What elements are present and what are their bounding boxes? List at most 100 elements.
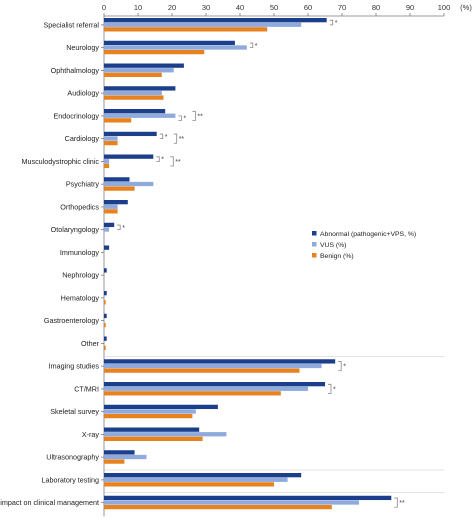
significance-mark: ** [197,113,203,120]
category-label: Laboratory testing [41,475,99,484]
bar-abnormal [104,200,128,205]
category-label: Skeletal survey [50,407,99,416]
bar-vus [104,136,118,141]
bar-abnormal [104,427,200,432]
category-label: Specialist referral [43,20,99,29]
x-tick-label: 30 [202,3,210,12]
bar-benign [104,436,203,441]
bar-abnormal [104,404,218,410]
legend-label: Benign (%) [320,253,354,260]
category-label: Immunology [60,248,100,257]
bar-abnormal [104,222,115,228]
bar-vus [104,454,147,460]
significance-mark: * [165,134,168,141]
significance-mark: ** [175,159,181,166]
bar-vus [104,181,154,187]
category-label: Other [81,339,100,348]
significance-bracket [328,383,332,394]
significance-bracket [117,224,121,231]
significance-bracket [394,497,398,508]
bar-benign [104,391,281,396]
bar-vus [104,432,227,437]
bar-benign [104,163,110,168]
significance-bracket [329,19,334,26]
legend-label: VUS (%) [320,242,346,249]
category-label: CT/MRI [74,384,99,393]
bar-vus [104,227,110,232]
bar-vus [104,409,196,414]
bar-benign [104,482,274,487]
x-tick-label: 100 [438,3,451,12]
significance-mark: * [335,20,338,27]
bar-abnormal [104,313,107,319]
legend-label: Abnormal (pathogenic+VPS, %) [320,231,416,238]
bar-vus [104,204,118,209]
category-label: Hematology [61,293,100,302]
significance-mark: * [122,225,125,232]
bar-abnormal [104,86,176,91]
significance-bracket [249,42,254,49]
bars-layer [104,18,392,510]
category-label: Audiology [67,89,99,98]
x-tick-label: 50 [270,3,278,12]
significance-mark: ** [179,136,185,143]
bar-abnormal [104,40,235,46]
bar-benign [104,27,268,32]
category-label: Gastroenterology [44,316,100,325]
bar-benign [104,413,193,419]
significance-bracket [178,115,182,121]
x-tick-label: 60 [304,3,312,12]
bar-benign [104,72,162,77]
bar-abnormal [104,268,107,273]
x-tick-label: 70 [338,3,346,12]
bar-abnormal [104,245,110,250]
category-label: Cardiology [65,134,100,143]
bar-vus [104,386,308,391]
category-label: Ultrasonography [46,453,99,462]
bar-benign [104,140,118,146]
bar-abnormal [104,382,325,387]
bar-abnormal [104,336,107,341]
significance-mark: * [183,116,186,123]
legend-swatch [312,242,317,247]
category-label: Imaging studies [49,362,100,371]
bar-abnormal [104,154,154,159]
significance-bracket [173,133,178,144]
significance-mark: * [333,386,336,393]
x-tick-label: 10 [134,3,142,12]
legend-swatch [312,253,317,258]
category-label: Endocrinology [53,111,99,120]
x-tick-label: 20 [168,3,176,12]
significance-mark: ** [399,500,405,507]
category-label: Orthopedics [60,202,99,211]
bar-benign [104,322,106,328]
legend: Abnormal (pathogenic+VPS, %) VUS (%) Benig… [312,231,416,260]
bar-vus [104,113,176,118]
significance-bracket [156,156,160,162]
category-label: Overall impact on clinical management [0,498,99,507]
category-label: X-ray [82,430,100,439]
bar-benign [104,459,125,464]
x-tick-label: 90 [406,3,414,12]
legend-swatch [312,231,317,236]
bar-benign [104,186,135,191]
significance-bracket [192,110,196,121]
bar-vus [104,477,288,482]
significance-mark: * [255,43,258,50]
bar-vus [104,45,247,50]
bar-benign [104,345,106,350]
bar-vus [104,68,174,73]
bar-vus [104,363,322,369]
category-label: Neurology [66,43,99,52]
significance-bracket [338,361,342,372]
bar-abnormal [104,63,184,68]
significance-mark: * [161,157,164,164]
bar-benign [104,209,118,214]
bar-vus [104,22,302,27]
bar-abnormal [104,495,392,501]
bar-benign [104,300,106,305]
bar-abnormal [104,177,130,182]
bar-abnormal [104,109,166,114]
bar-benign [104,504,332,510]
